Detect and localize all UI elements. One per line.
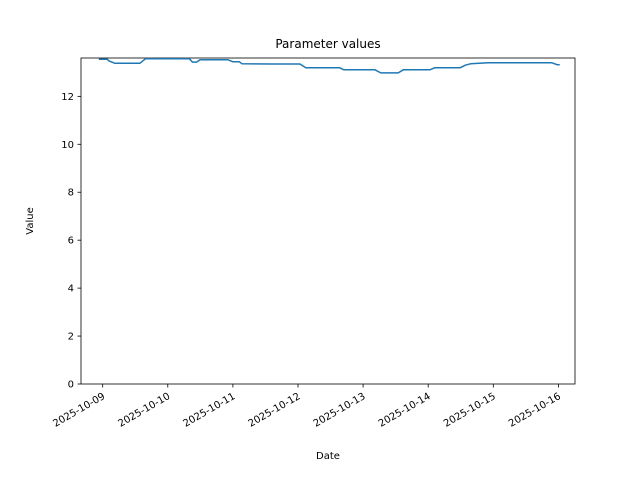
y-tick-label: 12 — [61, 92, 74, 103]
y-axis-label: Value — [25, 207, 36, 234]
x-axis-label: Date — [316, 451, 340, 462]
x-tick-label: 2025-10-16 — [507, 391, 563, 430]
y-tick-label: 8 — [68, 188, 74, 199]
y-tick-label: 2 — [68, 332, 74, 343]
chart-title: Parameter values — [275, 37, 380, 51]
data-line-parameter — [98, 57, 560, 74]
x-tick-label: 2025-10-12 — [247, 391, 303, 430]
plot-area: 0 2 4 6 8 10 12 2025-10-09 2025-10-10 2025-10-11… — [51, 57, 576, 430]
y-axis: 0 2 4 6 8 10 12 — [61, 92, 81, 391]
x-tick-label: 2025-10-10 — [116, 391, 172, 430]
y-tick-label: 4 — [68, 284, 74, 295]
y-tick-label: 10 — [61, 140, 74, 151]
x-tick-label: 2025-10-14 — [377, 391, 433, 430]
x-tick-label: 2025-10-15 — [442, 391, 498, 430]
x-tick-label: 2025-10-11 — [182, 391, 238, 430]
y-tick-label: 6 — [68, 236, 74, 247]
x-tick-label: 2025-10-13 — [312, 391, 368, 430]
plot-frame — [80, 57, 576, 385]
x-axis: 2025-10-09 2025-10-10 2025-10-11 2025-10-12… — [51, 384, 563, 430]
x-tick-label: 2025-10-09 — [51, 391, 107, 430]
y-tick-label: 0 — [68, 380, 74, 391]
